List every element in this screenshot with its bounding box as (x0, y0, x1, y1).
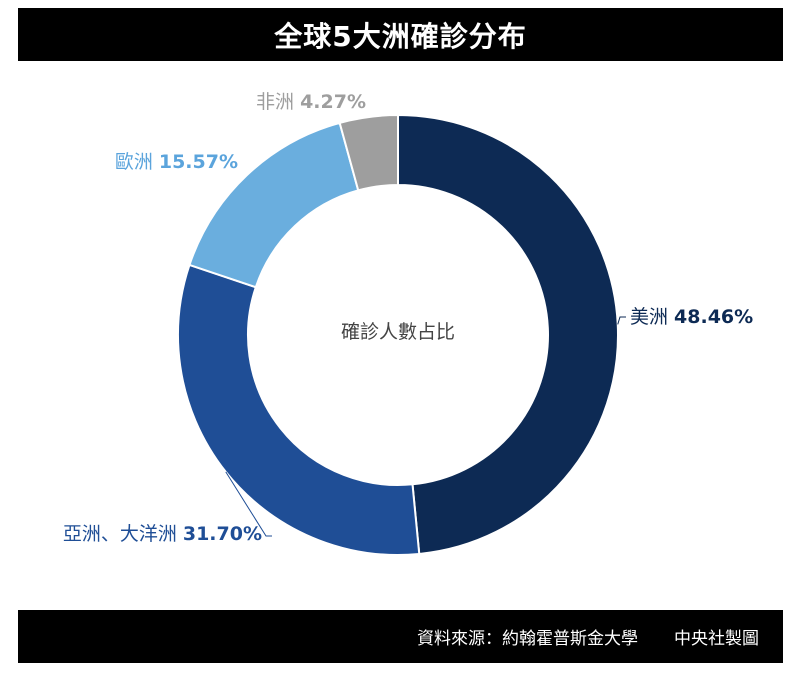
label-leader-lines (225, 316, 626, 537)
footer-bar: 資料來源：約翰霍普斯金大學 中央社製圖 (18, 610, 783, 663)
leader-line-1 (225, 471, 272, 537)
slice-labels: 美洲 48.46% 亞洲、大洋洲 31.70% 歐洲 15.57% 非洲 4.27% (63, 91, 753, 545)
slice-value: 15.57% (159, 151, 238, 173)
donut-chart: 美洲 48.46% 亞洲、大洋洲 31.70% 歐洲 15.57% 非洲 4.27% … (0, 60, 800, 610)
slice-name: 歐洲 (115, 151, 159, 173)
slice-name: 美洲 (630, 306, 674, 328)
leader-line-0 (617, 316, 626, 325)
slice-label-2: 歐洲 15.57% (115, 151, 238, 173)
donut-center-label: 確診人數占比 (341, 321, 455, 343)
chart-title: 全球5大洲確診分布 (274, 19, 527, 53)
data-source: 資料來源：約翰霍普斯金大學 (417, 629, 638, 649)
slice-3 (338, 113, 399, 192)
slice-value: 4.27% (300, 91, 366, 113)
slice-label-1: 亞洲、大洋洲 31.70% (63, 523, 262, 545)
chart-credit: 中央社製圖 (674, 629, 759, 649)
slice-label-0: 美洲 48.46% (630, 306, 753, 328)
slice-name: 亞洲、大洋洲 (63, 523, 183, 545)
slice-1 (177, 263, 421, 556)
donut-chart-svg: 美洲 48.46%亞洲、大洋洲 31.70%歐洲 15.57%非洲 4.27% … (63, 91, 753, 556)
donut-slices (177, 113, 619, 556)
slice-0 (397, 113, 619, 556)
slice-2 (188, 121, 360, 289)
slice-name: 非洲 (256, 91, 300, 113)
slice-label-3: 非洲 4.27% (256, 91, 366, 113)
chart-title-bar: 全球5大洲確診分布 (18, 8, 783, 61)
slice-value: 31.70% (183, 523, 262, 545)
slice-value: 48.46% (674, 306, 753, 328)
